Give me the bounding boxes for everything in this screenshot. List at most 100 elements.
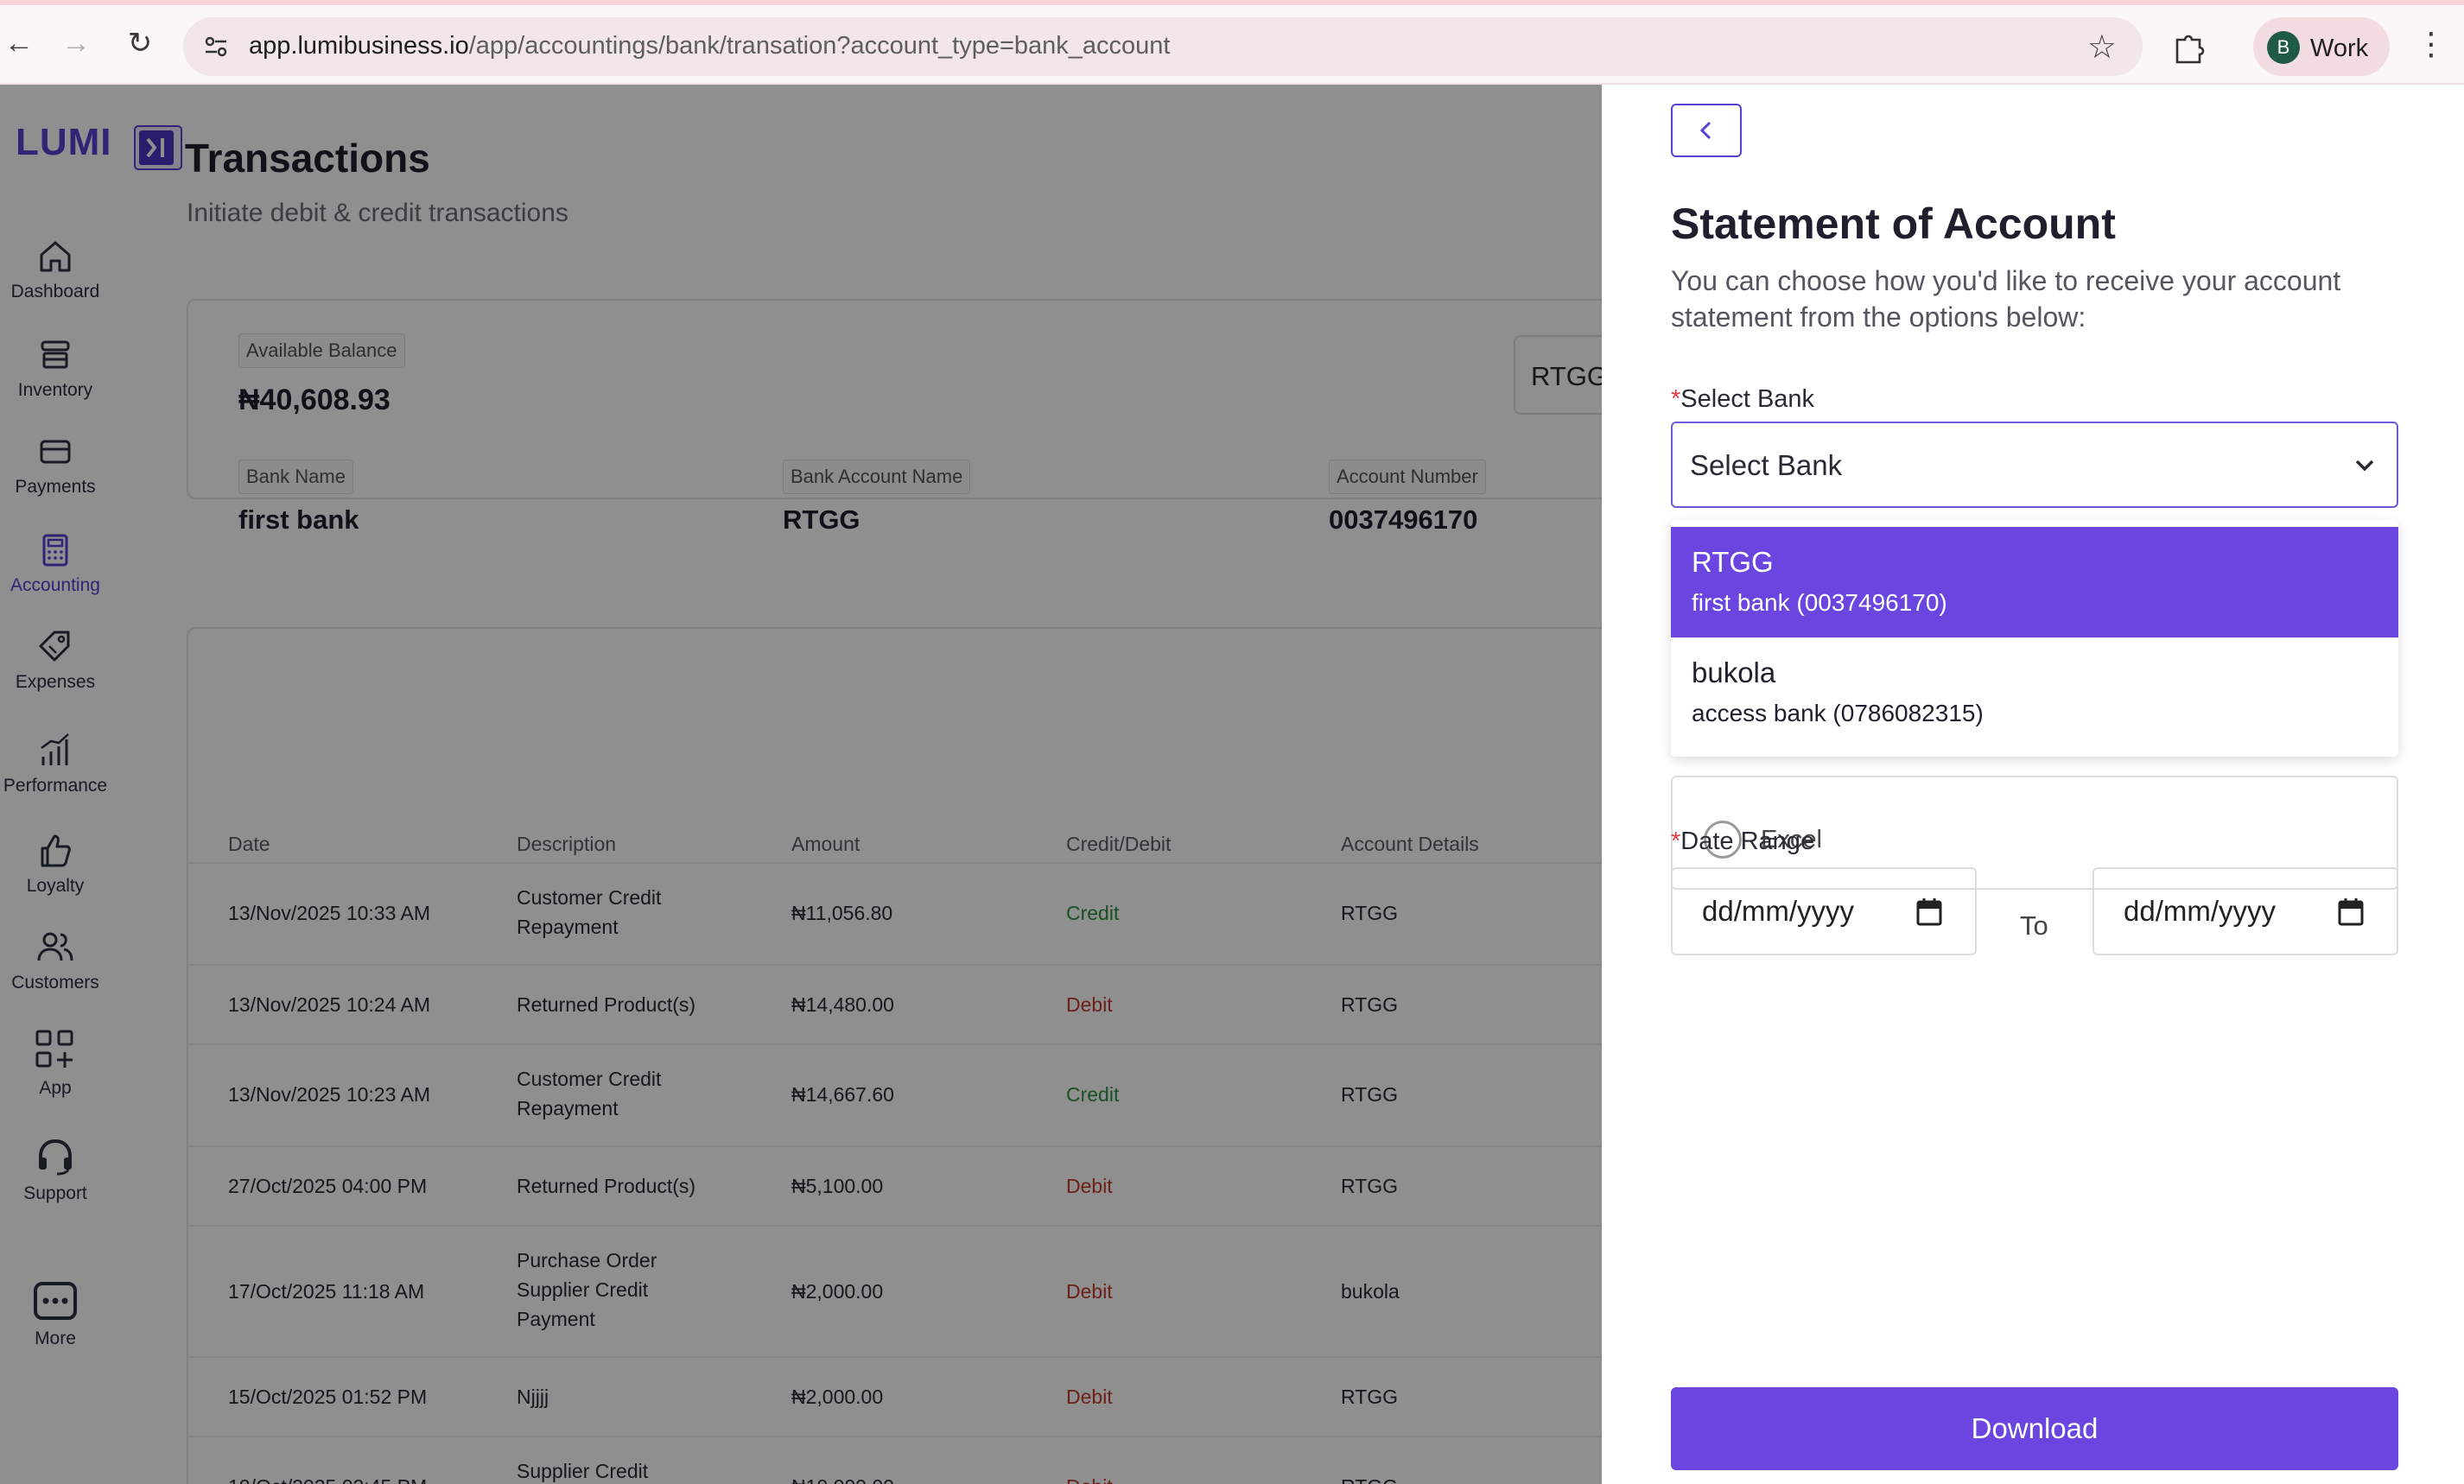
address-bar[interactable]: app.lumibusiness.io/app/accountings/bank…	[183, 17, 2143, 76]
url-text[interactable]: app.lumibusiness.io/app/accountings/bank…	[249, 32, 1171, 60]
sidebar-item-label: Performance	[3, 776, 108, 796]
more-icon	[34, 1282, 77, 1320]
chevron-down-icon	[2355, 460, 2374, 472]
thumbs-up-icon	[41, 834, 71, 867]
select-bank-placeholder: Select Bank	[1690, 449, 1843, 481]
forward-arrow-icon[interactable]: →	[61, 27, 91, 60]
sidebar-item-more[interactable]: More	[0, 1277, 111, 1349]
sidebar-item-label: Dashboard	[10, 282, 100, 301]
headset-icon	[39, 1138, 72, 1176]
available-balance-label: Available Balance	[238, 333, 405, 368]
row-date: 10/Oct/2025 02:45 PM	[228, 1472, 427, 1484]
sidebar-item-expenses[interactable]: Expenses	[0, 627, 111, 693]
account-selector[interactable]: RTGG	[1514, 335, 1602, 415]
app-area: LUMI Dashboard Inventory Payments Accoun…	[0, 85, 1602, 1484]
sidebar-item-label: Payments	[15, 477, 96, 497]
row-amount: ₦5,100.00	[791, 1175, 884, 1197]
sidebar-item-payments[interactable]: Payments	[0, 432, 111, 498]
profile-name: Work	[2310, 35, 2369, 62]
extensions-icon[interactable]	[2172, 29, 2207, 64]
back-arrow-icon[interactable]: ←	[4, 27, 34, 60]
modal-backdrop[interactable]	[0, 85, 1602, 1484]
bookmark-star-icon[interactable]: ☆	[2086, 29, 2117, 66]
sidebar-item-support[interactable]: Support	[0, 1135, 111, 1204]
main-content: Transactions Initiate debit & credit tra…	[133, 85, 1602, 1484]
profile-button[interactable]: B Work	[2253, 17, 2390, 76]
format-radio[interactable]	[1704, 821, 1742, 859]
row-description: Supplier Credit	[517, 1460, 649, 1482]
calendar-icon[interactable]	[1916, 897, 1942, 926]
sidebar-toggle-icon[interactable]	[134, 125, 182, 170]
date-to-input[interactable]: dd/mm/yyyy	[2092, 867, 2398, 955]
chevron-left-icon	[1699, 121, 1711, 140]
date-from-input[interactable]: dd/mm/yyyy	[1671, 867, 1977, 955]
date-from-placeholder: dd/mm/yyyy	[1702, 895, 1855, 927]
sidebar-item-app[interactable]: App	[0, 1026, 111, 1099]
table-row[interactable]: 10/Oct/2025 02:45 PM Supplier Credit ₦10…	[188, 1436, 1602, 1484]
row-account: bukola	[1341, 1280, 1400, 1303]
transactions-table: Date Description Amount Credit/Debit Acc…	[187, 627, 1602, 1484]
row-amount: ₦10,000.00	[791, 1472, 894, 1484]
sidebar-item-label: More	[35, 1329, 76, 1348]
row-description: Purchase Order Supplier Credit Payment	[517, 1249, 657, 1330]
row-date: 13/Nov/2025 10:33 AM	[228, 902, 430, 924]
download-button[interactable]: Download	[1671, 1387, 2398, 1470]
sidebar-item-inventory[interactable]: Inventory	[0, 335, 111, 401]
grid-plus-icon	[35, 1030, 73, 1068]
account-name-label: Bank Account Name	[783, 460, 971, 494]
table-row[interactable]: 13/Nov/2025 10:23 AM Customer Credit Repa…	[188, 1043, 1602, 1145]
row-amount: ₦14,667.60	[791, 1083, 894, 1106]
card-icon	[40, 440, 71, 464]
site-settings-icon[interactable]	[202, 33, 230, 60]
table-row[interactable]: 15/Oct/2025 01:52 PM Njjjj ₦2,000.00 Deb…	[188, 1356, 1602, 1436]
row-amount: ₦2,000.00	[791, 1386, 884, 1408]
sidebar-item-label: Loyalty	[26, 876, 85, 896]
statement-drawer: Statement of Account You can choose how …	[1602, 85, 2464, 1484]
column-header-amount: Amount	[791, 833, 860, 855]
row-type: Debit	[1066, 1472, 1113, 1484]
table-row[interactable]: 27/Oct/2025 04:00 PM Returned Product(s)…	[188, 1145, 1602, 1225]
row-account: RTGG	[1341, 1083, 1399, 1106]
drawer-description: You can choose how you'd like to receive…	[1671, 265, 2341, 333]
row-description: Customer Credit Repayment	[517, 1068, 662, 1119]
balance-card: Available Balance ₦40,608.93 RTGG Bank N…	[187, 299, 1602, 535]
row-account: RTGG	[1341, 1472, 1398, 1484]
sidebar-item-accounting[interactable]: Accounting	[0, 530, 111, 596]
column-header-credit-debit: Credit/Debit	[1066, 833, 1172, 855]
row-type: Debit	[1066, 1175, 1113, 1197]
row-type: Credit	[1066, 1083, 1120, 1106]
sidebar-item-dashboard[interactable]: Dashboard	[0, 237, 111, 302]
sidebar-item-loyalty[interactable]: Loyalty	[0, 831, 111, 897]
row-account: RTGG	[1341, 1175, 1399, 1197]
bank-name-value: first bank	[238, 504, 359, 535]
calendar-icon[interactable]	[2338, 897, 2364, 926]
select-bank-dropdown[interactable]: Select Bank	[1671, 422, 2398, 508]
bank-options-menu: RTGG first bank (0037496170) bukola acce…	[1671, 520, 2398, 757]
option-detail: access bank (0786082315)	[1692, 700, 1984, 726]
reload-icon[interactable]: ↻	[127, 27, 153, 60]
sidebar-item-performance[interactable]: Performance	[0, 731, 111, 796]
drawer-back-button[interactable]	[1671, 104, 1742, 157]
date-range-label: *Date Range	[1671, 828, 1815, 855]
select-bank-label: *Select Bank	[1671, 385, 1815, 413]
sidebar-item-label: Inventory	[17, 380, 93, 400]
sidebar-item-label: App	[39, 1078, 72, 1098]
sidebar-item-customers[interactable]: Customers	[0, 928, 111, 993]
row-account: RTGG	[1341, 1386, 1399, 1408]
format-option-label: Excel	[1761, 826, 1822, 853]
bank-option-bukola[interactable]: bukola access bank (0786082315)	[1671, 637, 2398, 748]
table-row[interactable]: 13/Nov/2025 10:33 AM Customer Credit Repa…	[188, 862, 1602, 964]
browser-toolbar: ← → ↻ app.lumibusiness.io/app/accounting…	[0, 0, 2464, 85]
sidebar-item-label: Expenses	[15, 672, 96, 692]
bank-option-rtgg[interactable]: RTGG first bank (0037496170)	[1671, 527, 2398, 637]
avatar: B	[2267, 31, 2300, 64]
column-header-description: Description	[517, 833, 617, 855]
lumi-logo[interactable]: LUMI	[16, 121, 112, 163]
row-date: 13/Nov/2025 10:24 AM	[228, 993, 430, 1016]
row-amount: ₦14,480.00	[791, 993, 894, 1016]
browser-menu-icon[interactable]: ⋮	[2416, 26, 2447, 61]
table-row[interactable]: 17/Oct/2025 11:18 AM Purchase Order Suppl…	[188, 1225, 1602, 1356]
table-row[interactable]: 13/Nov/2025 10:24 AM Returned Product(s)…	[188, 964, 1602, 1043]
page-title: Transactions	[185, 136, 430, 181]
tag-icon	[39, 631, 70, 662]
